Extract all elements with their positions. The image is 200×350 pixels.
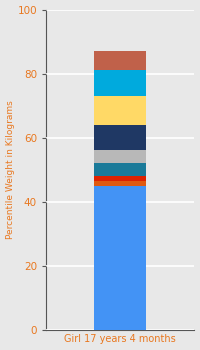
Bar	[94, 96, 146, 125]
Bar	[94, 150, 146, 163]
Bar	[94, 51, 146, 70]
Bar	[94, 163, 146, 176]
Bar	[94, 181, 146, 186]
Bar	[94, 125, 146, 150]
Y-axis label: Percentile Weight in Kilograms: Percentile Weight in Kilograms	[6, 100, 15, 239]
Bar	[94, 70, 146, 96]
Bar	[94, 176, 146, 181]
Bar	[94, 186, 146, 330]
